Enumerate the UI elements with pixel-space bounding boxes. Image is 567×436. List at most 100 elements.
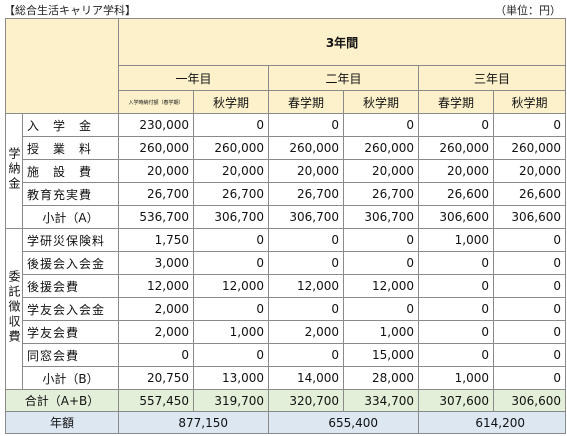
amount: 0 [193,251,269,275]
table-row: 小計（A） 536,700 306,700 306,700 306,700 306,600… [6,205,567,229]
amount: 2,000 [118,320,194,344]
annual-amount: 655,400 [268,411,419,434]
amount: 26,600 [492,182,567,206]
amount: 306,700 [343,205,419,229]
amount: 0 [492,113,567,137]
table-title: 【総合生活キャリア学科】 [4,4,136,17]
amount: 1,750 [118,228,194,252]
table-row: 合計（A+B） 557,450 319,700 320,700 334,700 307,6… [5,389,567,412]
table-row: 教育充実費 26,700 26,700 26,700 26,700 26,600 26,60… [6,182,567,206]
amount: 260,000 [492,136,567,160]
amount: 260,000 [118,136,194,160]
year-header: 三年目 [417,65,567,91]
table-row: 入学時納付額（春学期） 秋学期 春学期 秋学期 春学期 秋学期 [6,90,567,114]
table-row: 学友会入会金 2,000 0 0 0 0 0 [6,297,567,321]
total-amount: 307,600 [418,389,494,412]
amount: 306,700 [193,205,269,229]
table-row: 施 設 費 20,000 20,000 20,000 20,000 20,000 20,00… [6,159,567,183]
amount: 260,000 [193,136,269,160]
item-label: 授 業 料 [22,136,119,160]
amount: 2,000 [118,297,194,321]
amount: 0 [492,366,567,390]
total-amount: 306,600 [492,389,567,412]
amount: 12,000 [118,274,194,298]
amount: 26,600 [418,182,494,206]
amount: 20,000 [343,159,419,183]
amount: 26,700 [268,182,344,206]
item-label: 入 学 金 [22,113,119,137]
table-row: 年額 877,150 655,400 614,200 [5,411,567,434]
total-amount: 319,700 [193,389,269,412]
group-label: 学納金 [5,113,23,229]
corner-cell [5,18,119,114]
amount: 1,000 [418,228,494,252]
year-header: 二年目 [268,65,419,91]
amount: 0 [193,297,269,321]
item-label: 教育充実費 [22,182,119,206]
item-label: 後援会入会金 [22,251,119,275]
annual-amount: 877,150 [118,411,269,434]
amount: 306,600 [492,205,567,229]
annual-amount: 614,200 [417,411,567,434]
amount: 0 [343,297,419,321]
table-row: 後援会費 12,000 12,000 12,000 12,000 0 0 [6,274,567,298]
amount: 13,000 [193,366,269,390]
amount: 20,000 [418,159,494,183]
amount: 20,750 [118,366,194,390]
amount: 26,700 [193,182,269,206]
amount: 15,000 [343,343,419,367]
amount: 0 [343,251,419,275]
amount: 0 [492,343,567,367]
amount: 230,000 [118,113,194,137]
year-header: 一年目 [118,65,269,91]
table-row: 一年目 二年目 三年目 [6,65,567,91]
table-row: 3年間 [5,18,567,114]
term-header: 秋学期 [492,90,567,114]
amount: 0 [418,320,494,344]
amount: 26,700 [118,182,194,206]
group-label-text: 委託徴収費 [7,270,21,345]
table-row: 後援会入会金 3,000 0 0 0 0 0 [6,251,567,275]
amount: 1,000 [418,366,494,390]
item-label: 学研災保険料 [22,228,119,252]
amount: 536,700 [118,205,194,229]
amount: 0 [418,251,494,275]
table-row: 学友会費 2,000 1,000 2,000 1,000 0 0 [6,320,567,344]
amount: 0 [268,251,344,275]
term-header: 秋学期 [193,90,269,114]
group-label: 委託徴収費 [5,228,23,390]
amount: 3,000 [118,251,194,275]
table-row: 小計（B） 20,750 13,000 14,000 28,000 1,000 0 [6,366,567,390]
unit-note: （単位：円） [495,4,561,17]
amount: 306,600 [418,205,494,229]
amount: 0 [492,297,567,321]
item-label: 同窓会費 [22,343,119,367]
amount: 20,000 [193,159,269,183]
item-label: 施 設 費 [22,159,119,183]
amount: 0 [118,343,194,367]
item-label: 学友会費 [22,320,119,344]
span-header: 3年間 [117,18,567,66]
amount: 1,000 [193,320,269,344]
amount: 0 [193,343,269,367]
amount: 20,000 [118,159,194,183]
amount: 0 [268,228,344,252]
amount: 1,000 [343,320,419,344]
amount: 0 [268,297,344,321]
item-label: 小計（A） [22,205,119,229]
amount: 26,700 [343,182,419,206]
table-row: 学納金入 学 金 230,000 0 0 0 0 0 [5,113,567,229]
amount: 14,000 [268,366,344,390]
amount: 0 [418,113,494,137]
amount: 306,700 [268,205,344,229]
term-header: 春学期 [418,90,494,114]
amount: 0 [343,113,419,137]
total-amount: 557,450 [118,389,194,412]
amount: 0 [268,343,344,367]
amount: 0 [343,228,419,252]
table-row: 委託徴収費 学研災保険料 1,750 0 0 0 1,000 0 [5,228,567,390]
term-header: 秋学期 [343,90,419,114]
item-label: 後援会費 [22,274,119,298]
amount: 0 [492,320,567,344]
